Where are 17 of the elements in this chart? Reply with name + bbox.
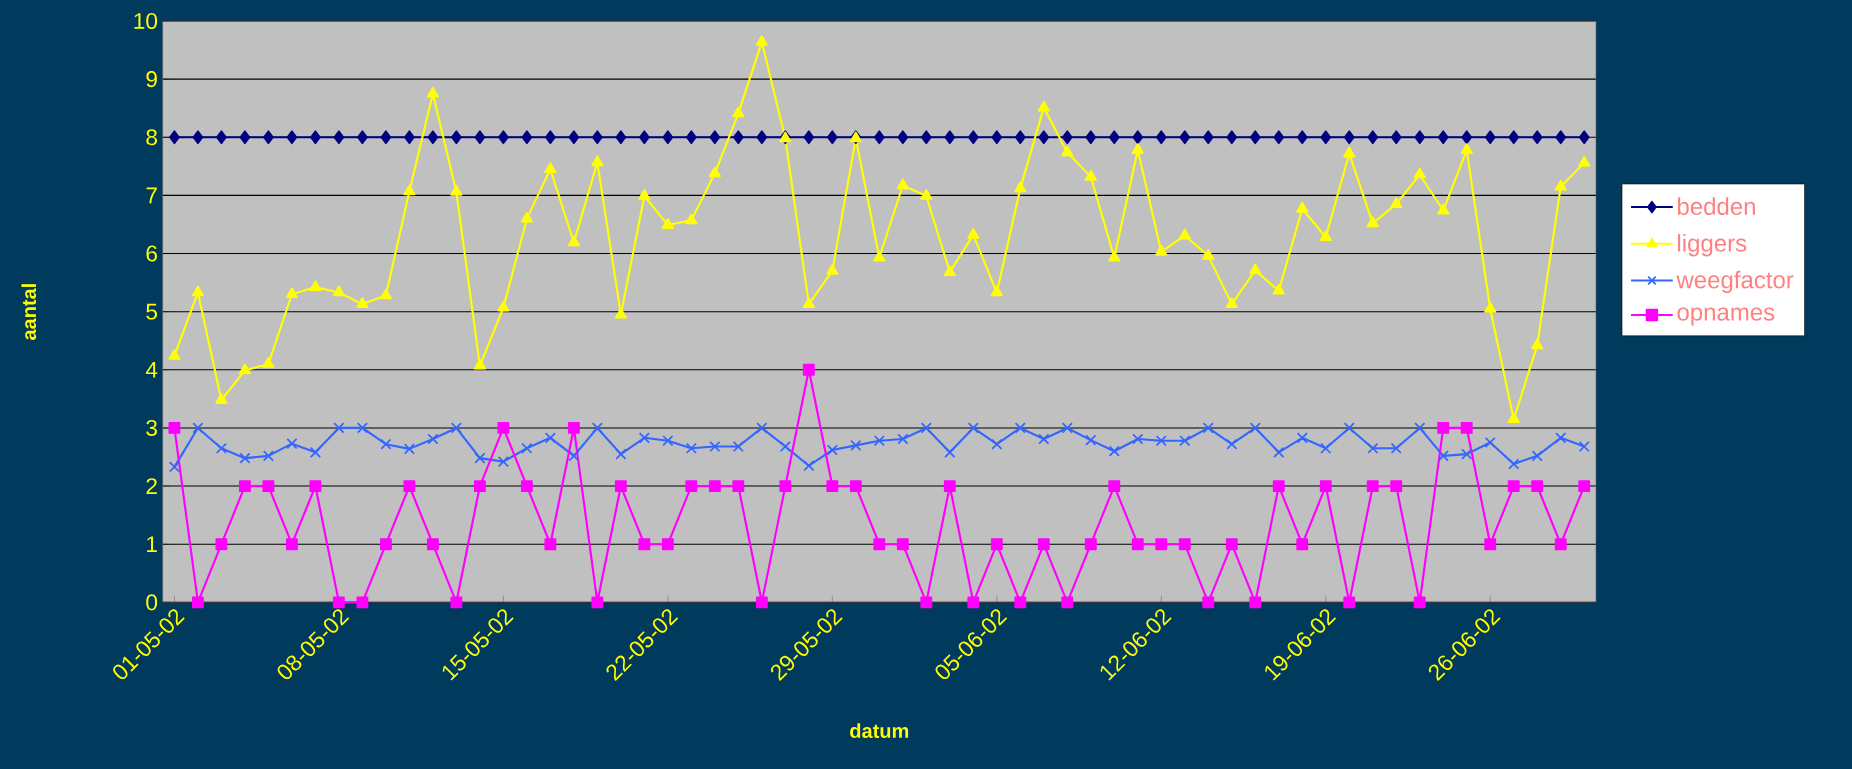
legend-label: bedden (1677, 197, 1755, 215)
legend-label: weegfactor (1676, 270, 1794, 294)
y-axis-title: aantal (21, 284, 37, 340)
y-tick-label: 9 (146, 71, 157, 88)
x-axis-title: datum (850, 723, 909, 738)
y-tick-label: 0 (146, 594, 158, 611)
y-tick-label: 7 (146, 187, 157, 204)
y-tick-label: 3 (146, 419, 157, 436)
y-tick-label: 5 (146, 303, 158, 320)
y-tick-label: 8 (146, 129, 157, 146)
y-tick-label: 10 (134, 12, 158, 30)
y-tick-label: 2 (146, 478, 157, 494)
legend-label: opnames (1677, 307, 1775, 326)
y-tick-label: 4 (145, 362, 158, 378)
y-tick-label: 6 (146, 245, 157, 262)
y-tick-label: 1 (147, 536, 157, 552)
legend-label: liggers (1678, 234, 1747, 257)
